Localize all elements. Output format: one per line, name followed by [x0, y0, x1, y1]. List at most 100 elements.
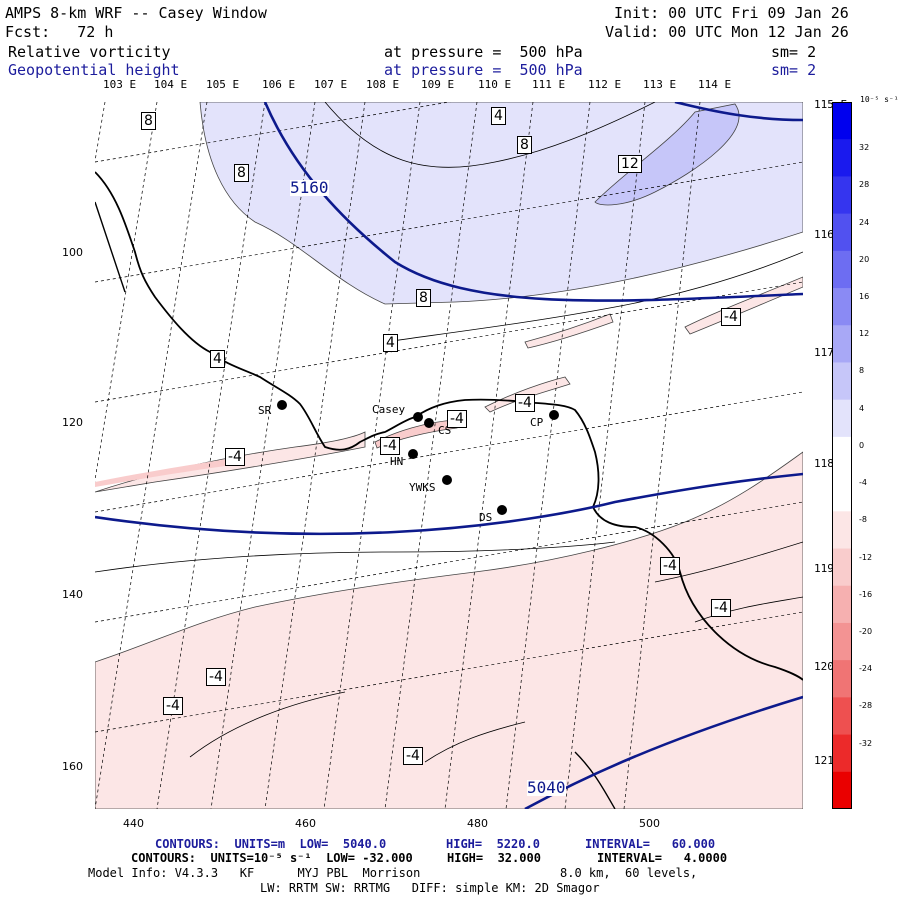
footer-height-contours: CONTOURS: UNITS=m LOW= 5040.0 [155, 837, 387, 851]
contour-label: -4 [721, 308, 741, 326]
meridian-line [264, 102, 366, 809]
colorbar-swatch [832, 362, 852, 401]
contour-label: 4 [491, 107, 506, 125]
station-cs-marker [424, 418, 434, 428]
colorbar-label: 28 [859, 180, 870, 190]
contour-label: -4 [660, 557, 680, 575]
colorbar-label: -20 [859, 626, 873, 636]
lat-lon-grid [95, 102, 803, 809]
colorbar-label: -8 [859, 515, 867, 525]
vorticity-contours [95, 102, 803, 763]
colorbar [832, 102, 852, 809]
valid-time: Valid: 00 UTC Mon 12 Jan 26 [605, 23, 849, 41]
coastline-east [574, 751, 616, 809]
init-time: Init: 00 UTC Fri 09 Jan 26 [614, 4, 849, 22]
contour-label: -4 [225, 448, 245, 466]
x-tick-440: 440 [123, 817, 144, 830]
colorbar-swatch [832, 176, 852, 215]
height-label-5160: 5160 [290, 178, 329, 197]
positive-vorticity-core [594, 103, 740, 206]
meridian-line [95, 102, 208, 809]
lon-label-5: 108 E [366, 78, 400, 91]
meridian-line [505, 102, 591, 809]
coastline [95, 171, 803, 681]
colorbar-swatch [832, 660, 852, 698]
colorbar-swatch [832, 548, 852, 587]
colorbar-label: 0 [859, 440, 865, 450]
y-tick-120: 120 [62, 416, 83, 429]
colorbar-label: 24 [859, 217, 870, 227]
meridian-line [323, 102, 421, 809]
colorbar-label: 16 [859, 292, 870, 302]
colorbar-label: -4 [859, 478, 867, 488]
colorbar-swatch [832, 399, 852, 438]
field2-smoothing: sm= 2 [771, 61, 817, 79]
lon-label-2: 105 E [206, 78, 240, 91]
footer-height-high: HIGH= 5220.0 [446, 837, 540, 851]
colorbar-label: 4 [859, 403, 865, 413]
contour-label: -4 [711, 599, 731, 617]
meridian-line [564, 102, 646, 809]
footer-resolution: 8.0 km, 60 levels, [560, 866, 698, 880]
field1-name: Relative vorticity [8, 43, 171, 61]
footer-model-info: Model Info: V4.3.3 KF MYJ PBL Morrison [88, 866, 421, 880]
lon-label-11: 114 E [698, 78, 732, 91]
colorbar-outline [832, 102, 852, 809]
station-hn-marker [408, 449, 418, 459]
colorbar-swatch [832, 325, 852, 363]
colorbar-swatch [832, 771, 852, 809]
geopotential-height-contours [95, 102, 803, 809]
lon-label-7: 110 E [478, 78, 512, 91]
colorbar-units: 10⁻⁵ s⁻¹ [860, 95, 899, 104]
field1-level: at pressure = 500 hPa [384, 43, 583, 61]
footer-height-interval: INTERVAL= 60.000 [585, 837, 716, 851]
colorbar-label: 12 [859, 329, 870, 339]
contour-label: 4 [210, 350, 225, 368]
contour-label: 8 [141, 112, 156, 130]
negative-vorticity-small4 [524, 313, 614, 349]
footer-physics: LW: RRTM SW: RRTMG DIFF: simple KM: 2D S… [260, 881, 600, 895]
colorbar-swatch [832, 213, 852, 252]
forecast-hour: Fcst: 72 h [5, 23, 114, 41]
colorbar-swatch [832, 622, 852, 661]
y-tick-160: 160 [62, 760, 83, 773]
contour-label: 8 [416, 289, 431, 307]
contour-label: -4 [403, 747, 423, 765]
colorbar-swatch [832, 511, 852, 550]
station-casey-marker [413, 412, 423, 422]
footer-vort-high: HIGH= 32.000 [447, 851, 541, 865]
contour-label: -4 [380, 437, 400, 455]
lon-label-8: 111 E [532, 78, 566, 91]
station-cs-label: CS [438, 424, 452, 437]
station-ywks-label: YWKS [409, 481, 436, 494]
meridian-line [623, 102, 701, 809]
station-sr-label: SR [258, 404, 272, 417]
colorbar-label: -28 [859, 701, 873, 711]
lon-label-6: 109 E [421, 78, 455, 91]
contour-label: -4 [447, 410, 467, 428]
x-tick-460: 460 [295, 817, 316, 830]
station-casey-label: Casey [372, 403, 406, 416]
colorbar-label: 32 [859, 143, 870, 153]
station-ds-label: DS [479, 511, 493, 524]
field2-name: Geopotential height [8, 61, 180, 79]
field1-smoothing: sm= 2 [771, 43, 817, 61]
footer-vort-interval: INTERVAL= 4.0000 [597, 851, 728, 865]
meridian-line [444, 102, 534, 809]
colorbar-swatch [832, 436, 852, 475]
colorbar-swatch [832, 250, 852, 289]
station-markers [277, 400, 559, 515]
contour-label: -4 [163, 697, 183, 715]
colorbar-label: -16 [859, 589, 873, 599]
colorbar-swatch [832, 139, 852, 177]
meridian-line [384, 102, 478, 809]
contour-label: 4 [383, 334, 398, 352]
lon-label-4: 107 E [314, 78, 348, 91]
x-tick-480: 480 [467, 817, 488, 830]
meridian-line [156, 102, 266, 809]
y-tick-140: 140 [62, 588, 83, 601]
colorbar-swatch [832, 585, 852, 624]
map-panel [95, 102, 803, 809]
height-label-5040: 5040 [527, 778, 566, 797]
x-tick-500: 500 [639, 817, 660, 830]
